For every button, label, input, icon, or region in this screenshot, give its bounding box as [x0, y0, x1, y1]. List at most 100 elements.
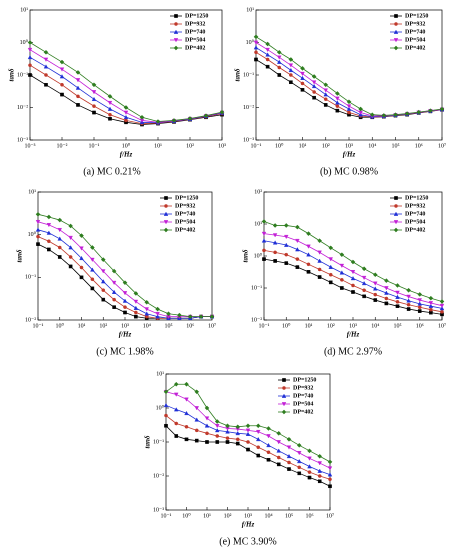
marker: [327, 466, 333, 471]
marker: [384, 290, 389, 295]
marker: [155, 311, 160, 317]
marker: [144, 299, 150, 305]
marker: [187, 314, 193, 319]
marker: [328, 280, 333, 285]
marker: [272, 223, 278, 228]
marker: [288, 63, 294, 68]
y-tick-label: 10⁻²: [243, 105, 254, 111]
marker: [79, 265, 84, 270]
legend-label: DP=402: [185, 45, 205, 51]
marker: [417, 301, 423, 306]
marker: [417, 292, 423, 297]
marker: [163, 211, 169, 216]
chart: 10⁻¹ 10⁰ 10¹ 10² 10³ 10⁴ 10⁵ 10⁶ 10⁷10⁻²10⁻¹10⁰1…: [16, 189, 216, 357]
marker: [163, 227, 169, 233]
marker: [287, 467, 291, 471]
marker: [340, 278, 344, 282]
marker: [265, 47, 270, 53]
x-tick-label: 10¹: [154, 143, 162, 149]
marker: [311, 83, 317, 89]
x-tick-label: 10⁻¹: [251, 143, 262, 149]
marker: [312, 90, 316, 94]
marker: [79, 233, 84, 238]
marker: [323, 97, 328, 102]
y-tick-label: 10¹: [28, 189, 36, 195]
marker: [204, 423, 210, 428]
marker: [335, 91, 340, 96]
marker: [295, 265, 300, 269]
marker: [300, 66, 305, 71]
x-tick-label: 10⁻¹: [259, 323, 270, 329]
marker: [108, 116, 112, 121]
marker: [46, 214, 52, 220]
marker: [76, 103, 80, 107]
marker: [214, 428, 220, 433]
marker: [173, 29, 179, 34]
marker: [296, 451, 302, 456]
marker: [276, 55, 282, 60]
marker: [59, 67, 65, 72]
marker: [372, 281, 378, 286]
marker: [416, 109, 422, 115]
marker: [394, 204, 398, 208]
marker: [28, 63, 32, 68]
x-tick-label: 10⁰: [182, 512, 191, 519]
marker: [255, 423, 261, 429]
y-tick-label: 10¹: [246, 7, 254, 13]
marker: [428, 295, 434, 301]
marker: [281, 409, 287, 415]
marker: [300, 88, 305, 92]
marker: [323, 82, 329, 88]
marker: [122, 280, 128, 286]
marker: [350, 259, 356, 265]
marker: [262, 257, 266, 261]
marker: [286, 453, 292, 459]
caption: (d) MC 2.97%: [324, 346, 382, 357]
marker: [134, 310, 138, 315]
marker: [164, 204, 168, 208]
caption: (a) MC 0.21%: [83, 166, 141, 177]
marker: [194, 428, 199, 433]
marker: [369, 112, 375, 118]
marker: [111, 268, 117, 274]
legend-label: DP=932: [405, 21, 425, 27]
marker: [122, 291, 128, 296]
y-tick-label: 10⁰: [246, 39, 255, 46]
marker: [225, 429, 230, 434]
x-tick-label: 10⁻¹: [33, 323, 44, 329]
marker: [265, 41, 270, 47]
marker: [91, 96, 97, 102]
marker: [164, 196, 168, 200]
marker: [282, 378, 286, 382]
x-tick-label: 10³: [121, 323, 129, 329]
marker: [262, 248, 266, 253]
marker: [439, 306, 445, 311]
marker: [46, 223, 52, 228]
marker: [317, 479, 322, 484]
marker: [261, 219, 267, 224]
marker: [300, 81, 305, 86]
x-tick-label: 10²: [327, 323, 335, 329]
marker: [287, 460, 291, 465]
y-tick-label: 10⁻³: [153, 507, 164, 513]
legend-label: DP=402: [175, 227, 195, 233]
marker: [283, 223, 289, 228]
marker: [27, 54, 33, 60]
marker: [429, 310, 433, 315]
legend-label: DP=1250: [185, 13, 208, 19]
legend-label: DP=504: [405, 219, 425, 225]
marker: [361, 275, 367, 281]
marker: [440, 310, 444, 314]
marker: [300, 71, 305, 76]
marker: [107, 100, 113, 106]
marker: [362, 294, 366, 299]
marker: [255, 436, 261, 442]
y-tick-label: 10⁰: [156, 404, 165, 411]
marker: [317, 453, 323, 459]
marker: [28, 73, 32, 77]
x-tick-label: 10⁰: [122, 142, 131, 149]
marker: [245, 428, 251, 433]
marker: [395, 294, 400, 299]
marker: [35, 220, 41, 225]
marker: [373, 298, 378, 302]
